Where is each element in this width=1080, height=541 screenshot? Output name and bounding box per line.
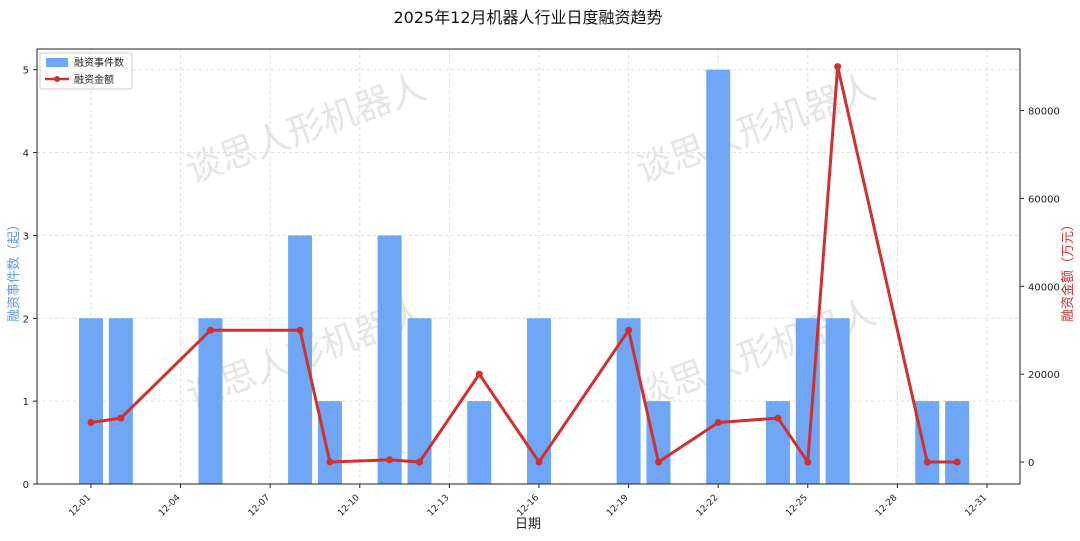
amount-point	[654, 458, 662, 466]
bar	[317, 401, 342, 484]
amount-point	[923, 458, 931, 466]
y-right-tick-label: 20000	[1028, 370, 1060, 381]
amount-point	[834, 63, 842, 71]
amount-point	[953, 458, 961, 466]
y-left-axis-label: 融资事件数（起）	[7, 218, 22, 322]
amount-point	[326, 458, 334, 466]
bar	[765, 401, 790, 484]
amount-point	[625, 326, 633, 334]
plot-frame	[36, 48, 1021, 485]
y-left-tick-label: 3	[23, 231, 29, 242]
x-axis-label: 日期	[515, 517, 541, 532]
y-left-tick-label: 2	[23, 314, 29, 325]
legend-line-label: 融资金额	[74, 73, 114, 86]
y-right-tick-label: 80000	[1028, 107, 1060, 118]
line-layer	[87, 63, 961, 466]
amount-point	[774, 414, 782, 422]
amount-point	[296, 326, 304, 334]
y-right-tick-label: 60000	[1028, 194, 1060, 205]
y-right-tick-label: 0	[1028, 458, 1034, 469]
bar	[79, 318, 103, 484]
x-tick-label: 12-04	[157, 493, 183, 519]
bar	[407, 318, 432, 484]
bar-layer	[79, 69, 970, 484]
y-left-tick-label: 4	[23, 149, 29, 160]
bar	[945, 401, 970, 484]
chart-title: 2025年12月机器人行业日度融资趋势	[393, 8, 662, 27]
x-tick-label: 12-22	[695, 493, 721, 519]
x-tick-label: 12-13	[426, 493, 452, 519]
x-tick-label: 12-28	[874, 493, 900, 519]
bar	[706, 69, 731, 484]
y-right-tick-label: 40000	[1028, 282, 1060, 293]
legend: 融资事件数 融资金额	[39, 52, 133, 90]
watermark-text: 谈思人形机器人	[181, 67, 432, 192]
x-tick-label: 12-31	[964, 493, 990, 519]
y-left-tick-label: 0	[23, 480, 29, 491]
amount-point	[117, 414, 125, 422]
bar	[467, 401, 492, 484]
bar	[377, 235, 402, 484]
legend-line-marker	[54, 76, 60, 82]
bar	[198, 318, 223, 484]
x-tick-label: 12-10	[336, 493, 362, 519]
x-tick-label: 12-19	[605, 493, 631, 519]
bar	[646, 401, 671, 484]
legend-bar-label: 融资事件数	[74, 56, 124, 69]
x-tick-label: 12-07	[247, 493, 273, 519]
x-tick-label: 12-01	[68, 493, 94, 519]
watermark-text: 谈思人形机器人	[631, 67, 882, 192]
bar	[108, 318, 133, 484]
y-left-tick-label: 1	[23, 397, 29, 408]
amount-point	[475, 370, 483, 378]
amount-point	[416, 458, 424, 466]
x-tick-label: 12-16	[516, 493, 542, 519]
amount-point	[87, 418, 95, 426]
y-right-axis-label: 融资金额（万元）	[1060, 218, 1076, 322]
amount-point	[714, 418, 722, 426]
legend-bar-swatch	[46, 58, 68, 67]
amount-point	[206, 326, 214, 334]
bar	[825, 318, 850, 484]
bar	[915, 401, 940, 484]
bar	[616, 318, 641, 484]
y-left-tick-label: 5	[23, 66, 29, 77]
bar	[527, 318, 551, 484]
amount-point	[386, 456, 394, 464]
amount-point	[804, 458, 812, 466]
x-tick-label: 12-25	[784, 493, 810, 519]
amount-point	[535, 458, 543, 466]
bar	[288, 235, 313, 484]
